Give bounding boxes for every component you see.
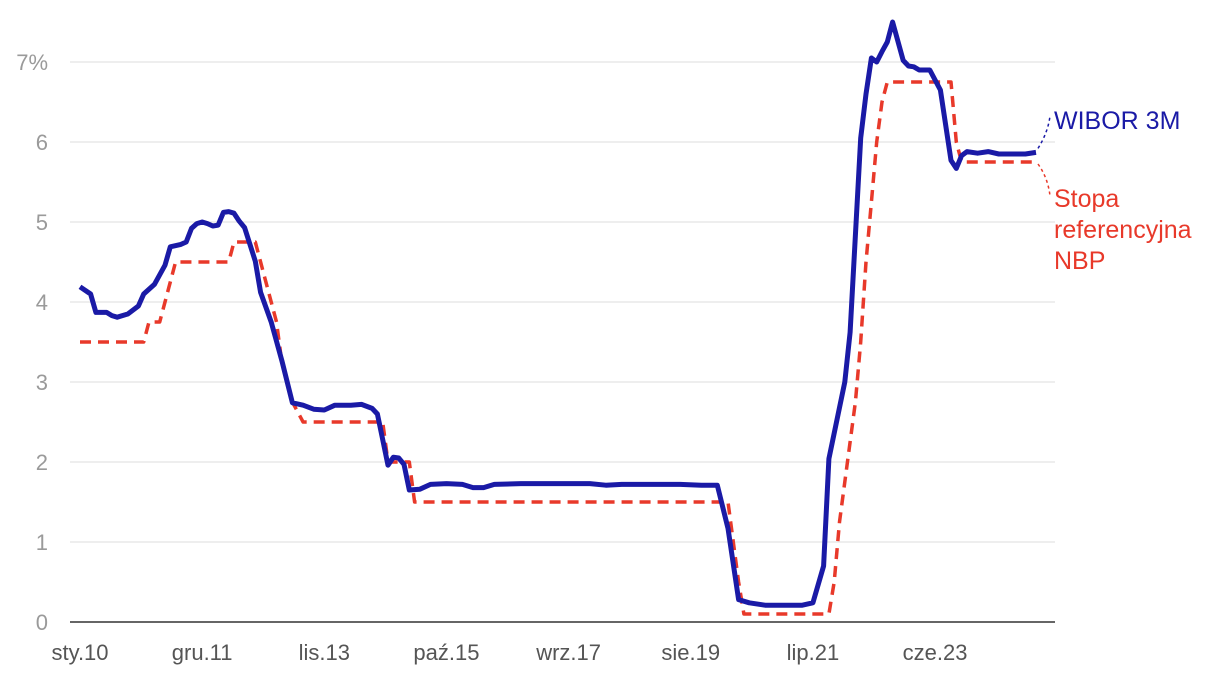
legend-label-nbp-line2: referencyjna xyxy=(1054,216,1192,244)
legend-label-wibor: WIBOR 3M xyxy=(1054,107,1180,135)
series-line-nbp xyxy=(80,80,1036,616)
x-tick-label: wrz.17 xyxy=(535,640,601,665)
gridlines xyxy=(70,61,1055,543)
wibor-legend-connector xyxy=(1037,115,1051,149)
y-tick-label: 4 xyxy=(36,290,48,315)
x-tick-label: lip.21 xyxy=(787,640,840,665)
x-tick-label: paź.15 xyxy=(413,640,479,665)
y-tick-label: 2 xyxy=(36,450,48,475)
x-tick-label: sty.10 xyxy=(51,640,108,665)
x-tick-label: cze.23 xyxy=(903,640,968,665)
x-axis-ticks: sty.10 gru.11 lis.13 paź.15 wrz.17 sie.19 lip.… xyxy=(51,640,967,665)
nbp-legend-connector xyxy=(1037,163,1051,197)
y-axis-ticks: 0 1 2 3 4 5 6 7% xyxy=(16,50,48,635)
y-tick-label: 0 xyxy=(36,610,48,635)
series-line-wibor xyxy=(78,19,1037,608)
y-tick-label: 5 xyxy=(36,210,48,235)
y-tick-label: 6 xyxy=(36,130,48,155)
x-tick-label: sie.19 xyxy=(661,640,720,665)
x-tick-label: lis.13 xyxy=(299,640,350,665)
legend-label-nbp-line1: Stopa xyxy=(1054,185,1119,213)
y-tick-label: 7% xyxy=(16,50,48,75)
x-tick-label: gru.11 xyxy=(172,640,233,665)
series-lines xyxy=(78,19,1037,616)
legend-label-nbp: Stopa referencyjna NBP xyxy=(1054,185,1199,275)
legend-label-nbp-line3: NBP xyxy=(1054,247,1105,275)
y-tick-label: 3 xyxy=(36,370,48,395)
y-tick-label: 1 xyxy=(36,530,48,555)
